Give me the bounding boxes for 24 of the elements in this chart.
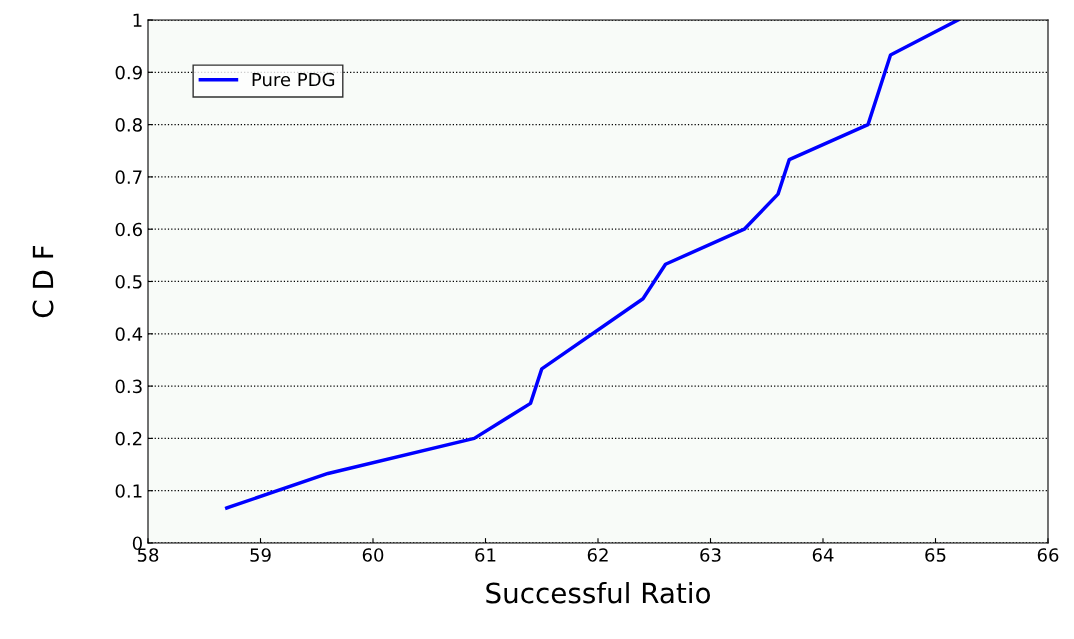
y-tick-label: 1: [133, 13, 142, 27]
x-tick-label: 59: [250, 548, 271, 562]
y-tick-label: 0.4: [115, 327, 143, 341]
y-axis-title: C D F: [32, 245, 54, 318]
x-tick-label: 61: [475, 548, 496, 562]
y-tick-label: 0: [132, 536, 142, 551]
x-axis-title: Successful Ratio: [486, 582, 711, 604]
y-tick-label: 0.1: [115, 484, 142, 498]
y-tick-label: 0.8: [115, 118, 142, 132]
x-tick-label: 62: [587, 548, 608, 562]
legend-label: Pure PDG: [252, 72, 335, 87]
y-tick-label: 0.7: [115, 170, 142, 185]
y-tick-label: 0.2: [115, 431, 142, 446]
line-series: [225, 20, 960, 510]
y-tick-label: 0.3: [115, 379, 142, 394]
y-tick-label: 0.5: [115, 274, 142, 289]
x-tick-label: 58: [137, 548, 159, 562]
y-tick-label: 0.9: [115, 65, 142, 80]
x-tick-label: 66: [1037, 548, 1059, 562]
x-tick-label: 64: [812, 548, 834, 562]
x-tick-label: 63: [700, 548, 721, 562]
x-tick-label: 65: [925, 548, 946, 562]
y-tick-label: 0.6: [115, 222, 142, 237]
x-tick-label: 60: [362, 548, 384, 562]
